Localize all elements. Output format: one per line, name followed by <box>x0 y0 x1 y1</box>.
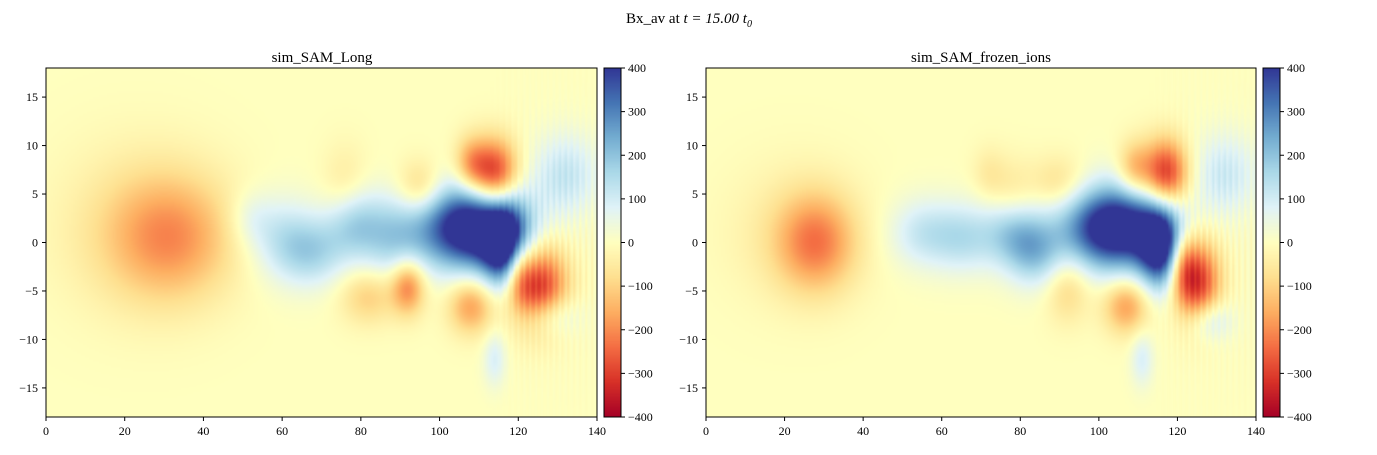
y-ticks: −15 −10 −5 0 5 10 15 <box>679 90 706 395</box>
x-tick-label: 140 <box>588 424 606 438</box>
y-tick-label: 5 <box>32 187 38 201</box>
y-tick-label: −10 <box>679 332 698 346</box>
x-tick-label: 100 <box>1090 424 1108 438</box>
heatmap-image <box>706 68 1256 417</box>
panel-title: sim_SAM_Long <box>272 50 373 66</box>
x-tick-label: 60 <box>936 424 948 438</box>
x-tick-label: 140 <box>1247 424 1265 438</box>
colorbar-tick-label: 0 <box>628 236 634 250</box>
colorbar-tick-label: 0 <box>1287 236 1293 250</box>
y-tick-label: −10 <box>19 332 38 346</box>
x-tick-label: 0 <box>43 424 49 438</box>
y-tick-label: 0 <box>32 236 38 250</box>
x-tick-label: 20 <box>779 424 791 438</box>
x-ticks: 0 20 40 60 80 100 120 140 <box>43 417 606 438</box>
colorbar-tick-label: −400 <box>1287 410 1312 424</box>
colorbar-tick-label: 400 <box>628 61 646 75</box>
colorbar-image <box>1263 68 1280 417</box>
x-ticks: 0 20 40 60 80 100 120 140 <box>703 417 1265 438</box>
x-tick-label: 120 <box>509 424 527 438</box>
panel-title: sim_SAM_frozen_ions <box>911 50 1051 66</box>
colorbar-tick-label: 400 <box>1287 61 1305 75</box>
x-tick-label: 40 <box>857 424 869 438</box>
y-ticks: −15 −10 −5 0 5 10 15 <box>19 90 46 395</box>
panel-sim-sam-frozen-ions: sim_SAM_frozen_ions 0 20 40 60 80 100 120 140 −… <box>679 50 1312 438</box>
x-tick-label: 40 <box>197 424 209 438</box>
y-tick-label: 15 <box>686 90 698 104</box>
colorbar-tick-label: −100 <box>1287 279 1312 293</box>
y-tick-label: 5 <box>692 187 698 201</box>
x-tick-label: 20 <box>119 424 131 438</box>
colorbar-tick-label: 200 <box>1287 148 1305 162</box>
y-tick-label: −5 <box>25 284 38 298</box>
x-tick-label: 120 <box>1168 424 1186 438</box>
colorbar-tick-label: −200 <box>1287 323 1312 337</box>
x-tick-label: 60 <box>276 424 288 438</box>
y-tick-label: 10 <box>26 139 38 153</box>
colorbar-tick-label: −200 <box>628 323 653 337</box>
colorbar-tick-label: −300 <box>1287 366 1312 380</box>
y-tick-label: −15 <box>19 381 38 395</box>
figure-suptitle: Bx_av at t = 15.00 t0 <box>626 11 752 30</box>
colorbar-tick-label: 200 <box>628 148 646 162</box>
heatmap-image <box>46 68 597 417</box>
colorbar-tick-label: −400 <box>628 410 653 424</box>
panel-sim-sam-long: sim_SAM_Long 0 20 40 60 80 100 120 140 −15−10−5… <box>19 50 653 438</box>
colorbar-tick-label: −100 <box>628 279 653 293</box>
colorbar-image <box>604 68 621 417</box>
x-tick-label: 100 <box>431 424 449 438</box>
y-tick-label: −5 <box>685 284 698 298</box>
x-tick-label: 80 <box>1014 424 1026 438</box>
colorbar-tick-label: 100 <box>628 192 646 206</box>
colorbar-tick-label: −300 <box>628 366 653 380</box>
y-tick-label: 15 <box>26 90 38 104</box>
y-tick-label: 10 <box>686 139 698 153</box>
colorbar-tick-label: 300 <box>1287 105 1305 119</box>
colorbar-tick-label: 300 <box>628 105 646 119</box>
colorbar-ticks: 400 300 200 100 0 −100 −200 −300 −400 <box>621 61 653 424</box>
colorbar-ticks: 400 300 200 100 0 −100 −200 −300 −400 <box>1280 61 1312 424</box>
x-tick-label: 80 <box>355 424 367 438</box>
y-tick-label: 0 <box>692 236 698 250</box>
x-tick-label: 0 <box>703 424 709 438</box>
y-tick-label: −15 <box>679 381 698 395</box>
colorbar-tick-label: 100 <box>1287 192 1305 206</box>
